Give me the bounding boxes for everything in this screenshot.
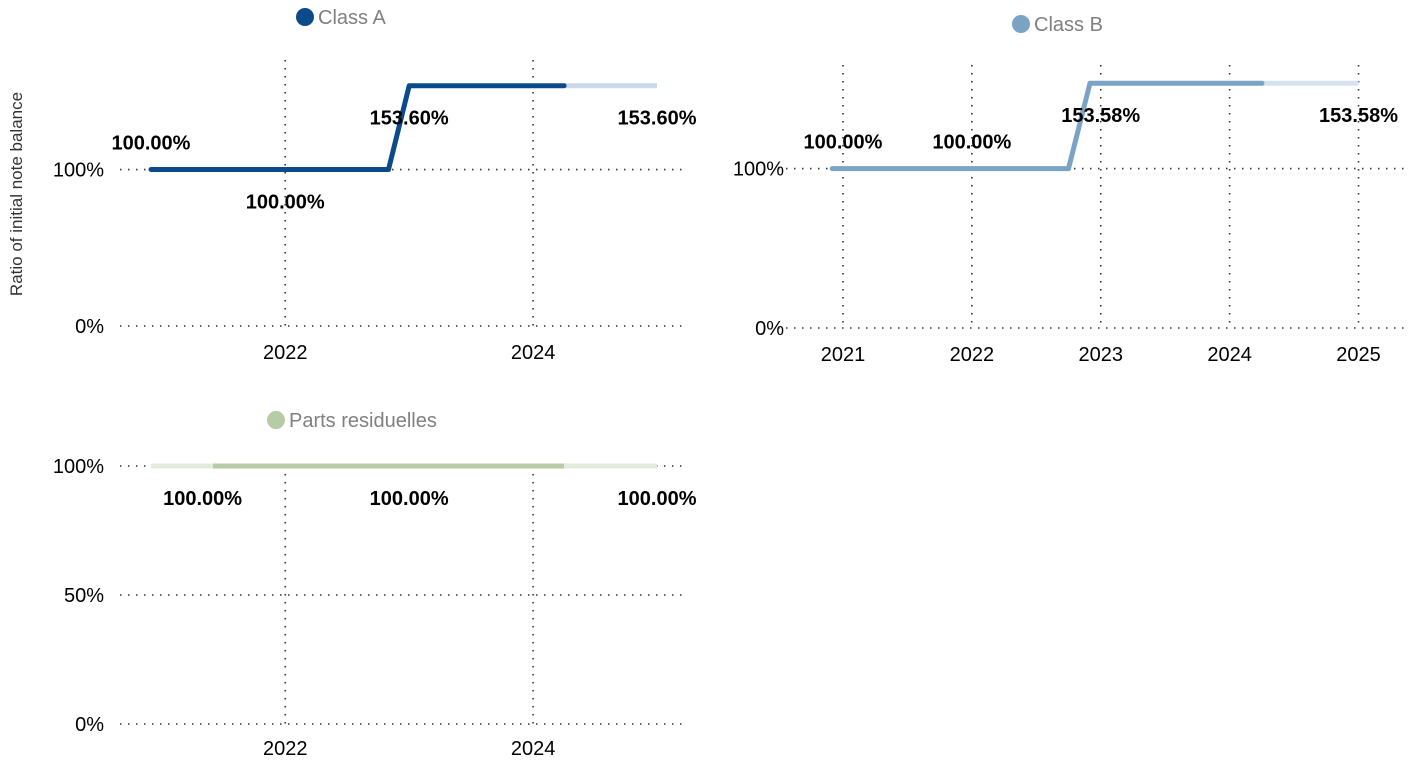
legend-label: Parts residuelles xyxy=(289,410,437,432)
data-label: 100.00% xyxy=(246,192,325,214)
data-label: 100.00% xyxy=(370,488,449,510)
series-line-class-b xyxy=(829,80,1265,172)
chart-panel-3: 0% 50% 100% 2022 2024 Parts residuelles 100.00… xyxy=(53,410,697,760)
data-label: 153.58% xyxy=(1319,105,1398,127)
legend-label: Class B xyxy=(1034,14,1103,36)
y-tick-label: 100% xyxy=(733,159,784,181)
x-tick-label: 2021 xyxy=(821,344,866,366)
legend-marker xyxy=(1012,15,1030,33)
data-label: 100.00% xyxy=(111,133,190,155)
data-label: 100.00% xyxy=(163,488,242,510)
x-tick-label: 2024 xyxy=(511,342,556,364)
chart-panel-1: 0% 100% 2022 2024 Class A 100.00% 100.00% 153.6… xyxy=(53,7,697,364)
x-tick-label: 2024 xyxy=(511,738,556,760)
data-label: 100.00% xyxy=(618,488,697,510)
x-tick-label: 2022 xyxy=(950,344,995,366)
y-tick-label: 0% xyxy=(75,316,104,338)
x-tick-label: 2024 xyxy=(1207,344,1252,366)
data-label: 153.60% xyxy=(618,108,697,130)
x-tick-label: 2025 xyxy=(1336,344,1381,366)
data-label: 153.58% xyxy=(1061,105,1140,127)
y-tick-label: 100% xyxy=(53,160,104,182)
y-tick-label: 100% xyxy=(53,456,104,478)
chart-panel-2: 0% 100% 2021 2022 2023 2024 2025 Class B 100.00%… xyxy=(733,14,1410,366)
legend-label: Class A xyxy=(318,7,386,29)
legend-marker xyxy=(267,411,285,429)
x-tick-label: 2023 xyxy=(1078,344,1123,366)
data-label: 153.60% xyxy=(370,108,449,130)
x-tick-label: 2022 xyxy=(263,738,308,760)
y-tick-label: 0% xyxy=(75,714,104,736)
data-label: 100.00% xyxy=(803,132,882,154)
legend-marker xyxy=(296,8,314,26)
data-label: 100.00% xyxy=(932,132,1011,154)
y-tick-label: 50% xyxy=(64,585,104,607)
series-line-class-a xyxy=(148,83,567,172)
y-axis-title: Ratio of initial note balance xyxy=(7,92,26,296)
x-tick-label: 2022 xyxy=(263,342,308,364)
y-tick-label: 0% xyxy=(755,318,784,340)
